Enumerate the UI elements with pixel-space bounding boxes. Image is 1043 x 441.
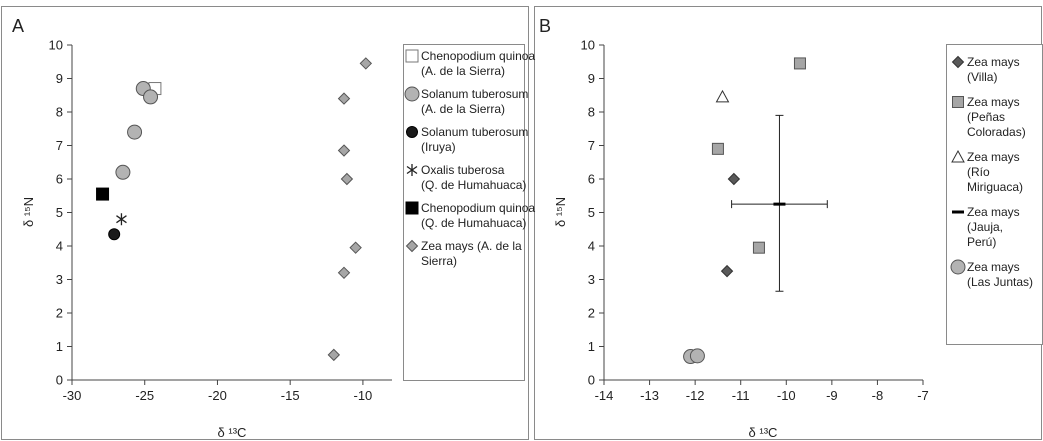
legend-label-1: Chenopodium quinoa (A. de la Sierra) (421, 49, 535, 78)
y-tick-label: 3 (56, 272, 63, 287)
data-point-series-3 (715, 89, 730, 103)
x-tick-label: -12 (686, 388, 705, 403)
y-tick-label: 10 (49, 38, 63, 53)
panel-a-y-ticks: 0 1 2 3 4 5 6 7 8 9 10 (49, 38, 72, 388)
data-point-series-6 (340, 172, 354, 186)
x-tick-label: -30 (63, 388, 82, 403)
legend-marker-2 (952, 96, 964, 108)
data-point-series-2 (127, 124, 143, 140)
legend-label-5: Zea mays (Las Juntas) (967, 260, 1033, 289)
x-tick-label: -20 (208, 388, 227, 403)
data-point-series-5 (689, 348, 705, 364)
y-tick-label: 2 (588, 306, 595, 321)
legend-label-2: Zea mays (Peñas Coloradas) (967, 95, 1026, 139)
panel-b-marks (683, 57, 828, 365)
data-point-series-2 (793, 57, 806, 70)
legend-marker-3 (951, 149, 965, 163)
data-point-series-6 (337, 144, 351, 157)
y-tick-label: 6 (56, 172, 63, 187)
legend-label-4: Oxalis tuberosa (Q. de Humahuaca) (421, 163, 526, 192)
x-tick-label: -9 (826, 388, 838, 403)
y-tick-label: 7 (588, 138, 595, 153)
x-tick-label: -10 (354, 388, 373, 403)
panel-a-legend: Chenopodium quinoa (A. de la Sierra) Solan… (404, 49, 535, 268)
legend-label-3: Zea mays (Río Miriguaca) (967, 150, 1023, 194)
panel-b-x-ticks: -14 -13 -12 -11 -10 -9 -8 -7 (595, 380, 929, 403)
y-tick-label: 10 (581, 38, 595, 53)
legend-label-5: Chenopodium quinoa (Q. de Humahuaca) (421, 201, 535, 230)
y-tick-label: 3 (588, 272, 595, 287)
y-tick-label: 4 (588, 239, 595, 254)
x-tick-label: -15 (281, 388, 300, 403)
x-tick-label: -13 (640, 388, 659, 403)
y-tick-label: 1 (56, 339, 63, 354)
x-tick-label: -11 (732, 388, 750, 403)
data-point-series-2 (115, 164, 131, 180)
data-point-series-2 (711, 142, 724, 155)
y-tick-label: 4 (56, 239, 63, 254)
data-point-series-6 (359, 57, 373, 70)
legend-marker-4 (406, 164, 418, 176)
panel-b: B 0 1 2 3 4 5 6 7 8 9 10 -14 -13 -12 -11 -10 -9 -8 -7 δ ¹… (539, 16, 1043, 440)
y-tick-label: 0 (56, 373, 63, 388)
x-tick-label: -14 (595, 388, 614, 403)
data-point-series-1 (727, 172, 741, 186)
y-tick-label: 5 (56, 205, 63, 220)
data-point-series-4 (116, 213, 127, 226)
data-point-series-2 (143, 89, 159, 105)
panel-b-x-axis-title: δ ¹³C (749, 425, 778, 440)
x-tick-label: -25 (135, 388, 154, 403)
x-tick-label: -10 (777, 388, 796, 403)
panel-a-marks (96, 57, 373, 362)
legend-label-2: Solanum tuberosum (A. de la Sierra) (421, 87, 528, 116)
y-tick-label: 6 (588, 172, 595, 187)
y-tick-label: 8 (56, 105, 63, 120)
data-point-series-1 (720, 264, 734, 278)
y-tick-label: 9 (588, 71, 595, 86)
y-tick-label: 2 (56, 306, 63, 321)
y-tick-label: 8 (588, 105, 595, 120)
legend-marker-6 (405, 239, 419, 253)
x-tick-label: -7 (917, 388, 929, 403)
x-tick-label: -8 (872, 388, 884, 403)
y-tick-label: 0 (588, 373, 595, 388)
y-tick-label: 7 (56, 138, 63, 153)
legend-label-6: Zea mays (A. de la Sierra) (421, 239, 522, 268)
panel-b-y-axis-title: δ ¹⁵N (553, 197, 568, 227)
data-point-series-6 (337, 92, 351, 105)
y-tick-label: 5 (588, 205, 595, 220)
legend-label-4: Zea mays (Jauja, Perú) (967, 205, 1020, 249)
panel-a-legend-box (403, 44, 525, 381)
panel-a-x-axis-title: δ ¹³C (218, 425, 247, 440)
data-point-series-2 (752, 241, 765, 254)
legend-marker-5 (950, 259, 966, 275)
legend-label-1: Zea mays (Villa) (967, 55, 1020, 84)
data-point-series-3 (108, 228, 121, 241)
panel-a-label: A (12, 16, 24, 36)
panel-a-y-axis-title: δ ¹⁵N (21, 197, 36, 227)
panel-b-legend: Zea mays (Villa) Zea mays (Peñas Coloradas) Z… (950, 55, 1033, 289)
panel-b-label: B (539, 16, 551, 36)
legend-marker-1 (951, 55, 965, 69)
panel-a: A 0 1 2 3 4 5 6 7 8 9 10 -30 -25 -20 -15 -10 δ ¹³C δ ¹… (12, 16, 535, 440)
legend-marker-3 (406, 126, 418, 138)
data-point-series-5 (96, 187, 110, 201)
y-tick-label: 1 (588, 339, 595, 354)
legend-marker-2 (404, 86, 420, 102)
data-point-series-4 (773, 202, 786, 206)
data-point-series-6 (337, 266, 351, 280)
legend-marker-4 (952, 210, 964, 214)
data-point-series-6 (349, 241, 362, 254)
data-point-series-6 (327, 348, 341, 362)
panel-b-y-ticks: 0 1 2 3 4 5 6 7 8 9 10 (581, 38, 604, 388)
legend-marker-5 (405, 201, 419, 215)
panel-a-x-ticks: -30 -25 -20 -15 -10 (63, 380, 373, 403)
legend-label-3: Solanum tuberosum (Iruya) (421, 125, 528, 154)
legend-marker-1 (405, 49, 419, 63)
panel-b-legend-box (946, 44, 1043, 345)
y-tick-label: 9 (56, 71, 63, 86)
